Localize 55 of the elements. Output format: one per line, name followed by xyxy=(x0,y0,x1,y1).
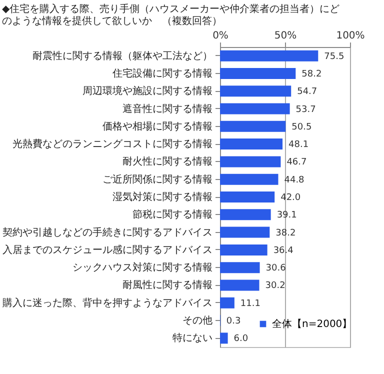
bar xyxy=(220,120,286,132)
data-label: 53.7 xyxy=(296,104,316,115)
data-label: 0.3 xyxy=(226,316,241,327)
data-label: 30.6 xyxy=(266,264,286,274)
y-tick-label: 周辺環境や施設に関する情報 xyxy=(82,85,212,98)
y-tick-label: 耐風性に関する情報 xyxy=(122,279,212,292)
data-label: 11.1 xyxy=(240,298,260,309)
bar xyxy=(220,226,270,238)
x-tick-label: 100% xyxy=(336,30,365,42)
data-label: 48.1 xyxy=(288,140,309,150)
bar xyxy=(220,244,268,256)
data-label: 54.7 xyxy=(297,87,318,98)
y-tick-label: 耐火性に関する情報 xyxy=(122,156,212,168)
data-label: 46.7 xyxy=(286,158,307,168)
y-tick-label: ご近所関係に関する情報 xyxy=(102,173,212,186)
bar xyxy=(220,280,260,291)
y-tick-label: 住宅設備に関する情報 xyxy=(112,67,212,80)
data-label: 58.2 xyxy=(302,69,322,80)
data-label: 38.2 xyxy=(276,228,296,238)
data-label: 50.5 xyxy=(292,122,312,132)
bar xyxy=(220,156,281,168)
data-label: 36.4 xyxy=(273,246,294,256)
legend-label: 全体【n=2000】 xyxy=(272,318,352,330)
bar xyxy=(220,86,292,97)
bar xyxy=(220,103,290,114)
y-tick-label: 契約や引越しなどの手続きに関するアドバイス xyxy=(2,226,212,238)
y-tick-label: 価格や相場に関する情報 xyxy=(102,120,212,132)
data-label: 30.2 xyxy=(265,281,286,292)
chart-title: ◆住宅を購入する際、売り手側（ハウスメーカーや仲介業者の担当者）にどのような情報を提供して欲しいか （複数回答） xyxy=(2,3,340,27)
x-tick-label: 0% xyxy=(212,30,228,42)
data-label: 6.0 xyxy=(234,334,248,344)
data-label: 42.0 xyxy=(280,193,301,203)
data-label: 39.1 xyxy=(276,210,297,221)
y-tick-label: 入居までのスケジュール感に関するアドバイス xyxy=(2,244,212,256)
data-label: 75.5 xyxy=(324,52,344,62)
y-tick-label: 節税に関する情報 xyxy=(132,208,212,221)
bar xyxy=(220,332,228,344)
y-tick-label: 耐震性に関する情報（躯体や工法など） xyxy=(32,50,212,62)
bar xyxy=(220,174,278,185)
y-tick-label: 特にない xyxy=(172,332,212,344)
y-tick-label: 購入に迷った際、背中を押すようなアドバイス xyxy=(2,296,212,309)
bar xyxy=(220,192,275,202)
bar xyxy=(220,50,318,62)
y-tick-label: その他 xyxy=(182,314,212,327)
bar xyxy=(220,138,283,150)
y-tick-label: 光熱費などのランニングコストに関する情報 xyxy=(12,138,212,150)
bar xyxy=(220,68,296,79)
y-tick-label: 湿気対策に関する情報 xyxy=(112,191,212,203)
data-label: 44.8 xyxy=(284,175,305,186)
y-tick-label: 遮音性に関する情報 xyxy=(122,102,212,115)
bar xyxy=(220,297,234,308)
bar xyxy=(220,262,260,274)
x-tick-label: 50% xyxy=(274,30,297,42)
y-tick-label: シックハウス対策に関する情報 xyxy=(72,262,212,274)
bar xyxy=(220,209,271,220)
